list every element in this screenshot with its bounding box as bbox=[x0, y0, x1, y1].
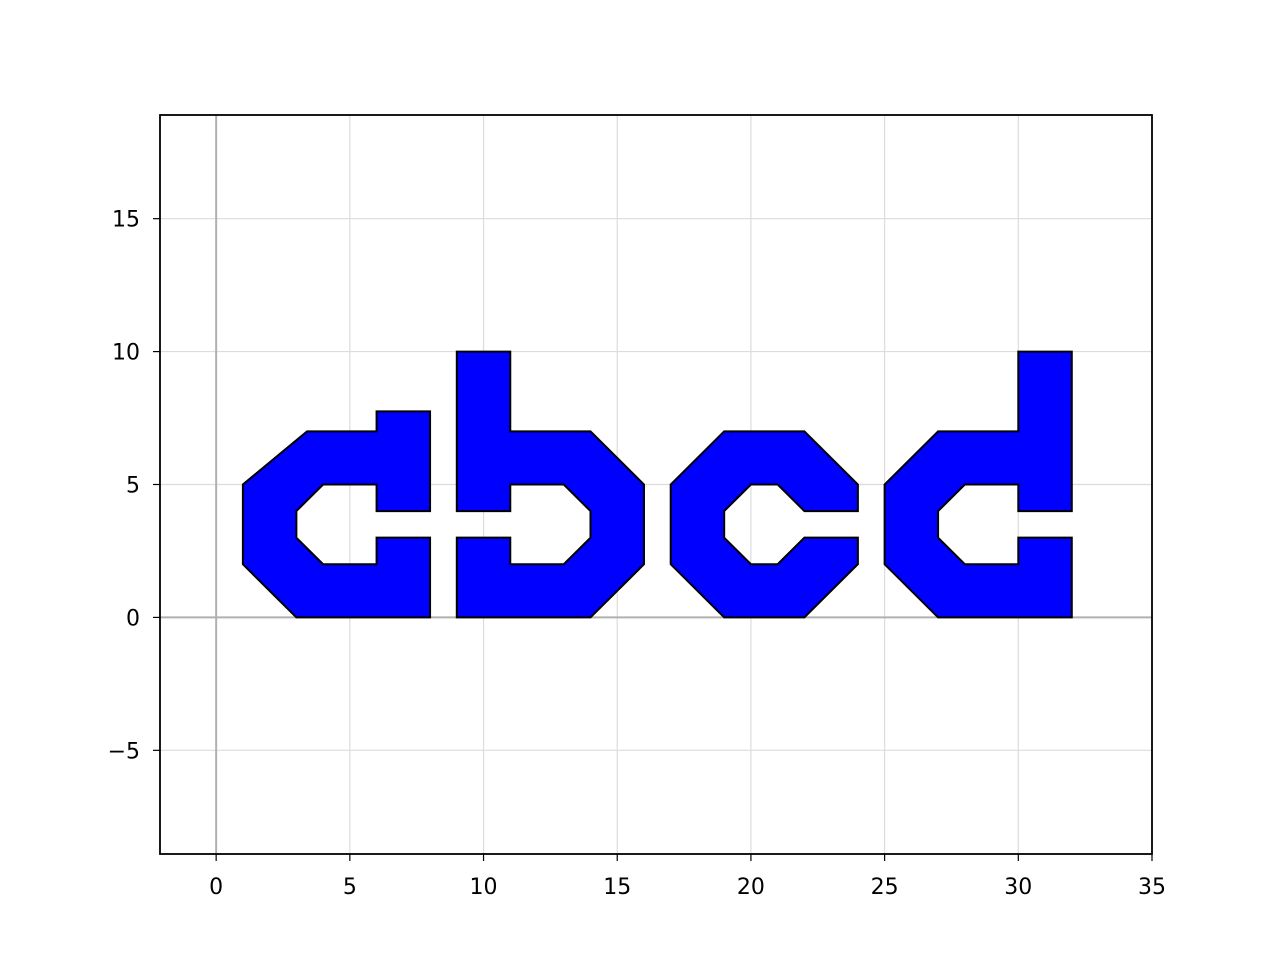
x-tick-label-5: 5 bbox=[343, 875, 357, 900]
polygon-letter-b bbox=[455, 350, 645, 619]
y-tick-label--5: −5 bbox=[108, 739, 140, 764]
x-tick-label-15: 15 bbox=[603, 875, 631, 900]
x-tick-label-10: 10 bbox=[470, 875, 498, 900]
x-tick-label-25: 25 bbox=[871, 875, 899, 900]
y-tick-label-15: 15 bbox=[112, 208, 140, 233]
y-tick-label-10: 10 bbox=[112, 341, 140, 366]
x-tick-label-30: 30 bbox=[1004, 875, 1032, 900]
ticks: 0 5 10 15 20 25 30 35 −5 0 5 10 15 bbox=[108, 208, 1166, 900]
polygons bbox=[241, 350, 1073, 619]
x-tick-label-20: 20 bbox=[737, 875, 765, 900]
polygon-letter-c-2 bbox=[669, 430, 859, 619]
x-tick-label-0: 0 bbox=[209, 875, 223, 900]
x-tick-label-35: 35 bbox=[1138, 875, 1166, 900]
y-tick-label-0: 0 bbox=[126, 606, 140, 631]
polygon-letter-c-1 bbox=[241, 410, 432, 619]
polygon-letter-d bbox=[883, 350, 1073, 619]
y-tick-label-5: 5 bbox=[126, 474, 140, 499]
